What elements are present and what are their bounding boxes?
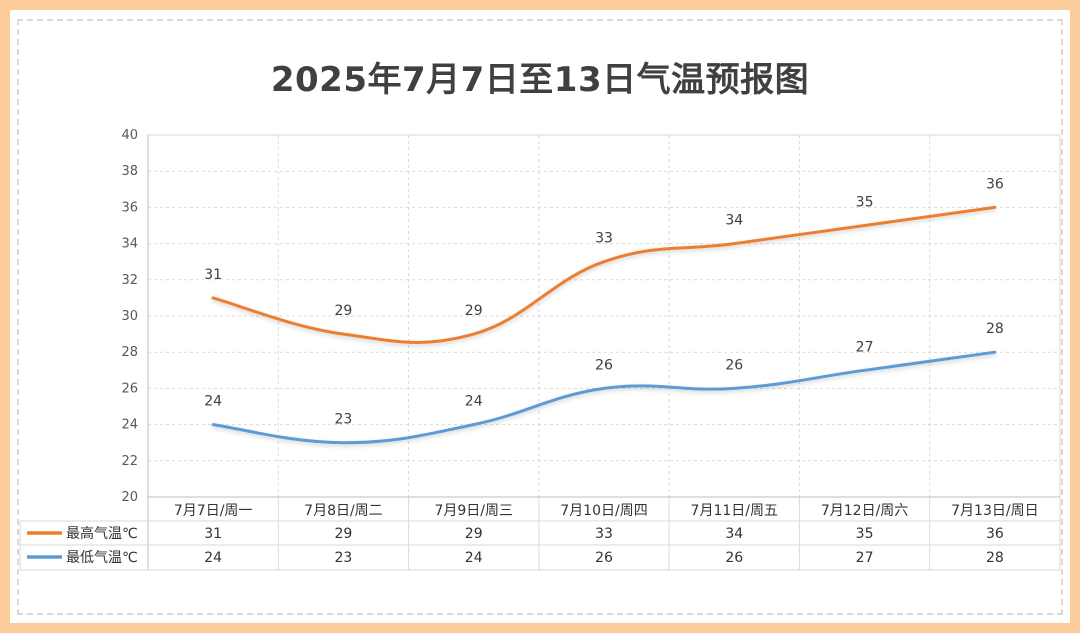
y-tick-label: 38 — [121, 164, 138, 179]
data-label: 28 — [986, 321, 1004, 337]
data-labels: 31 29 29 33 34 35 36 24 23 24 26 26 27 28 — [204, 176, 1004, 427]
y-tick-label: 20 — [121, 490, 138, 505]
table-cell: 35 — [856, 526, 874, 542]
table-cell: 24 — [204, 550, 222, 566]
series-line-low — [211, 350, 997, 445]
table-cell: 28 — [986, 550, 1004, 566]
table-cell: 23 — [335, 550, 353, 566]
data-label: 31 — [204, 267, 222, 283]
data-table: 7月7日/周一 7月8日/周二 7月9日/周三 7月10日/周四 7月11日/周五 7月1… — [19, 496, 1060, 571]
data-label: 36 — [986, 176, 1004, 192]
table-cell: 36 — [986, 526, 1004, 542]
data-label: 29 — [335, 303, 353, 319]
table-cell: 29 — [465, 526, 483, 542]
y-tick-label: 24 — [121, 418, 138, 433]
x-tick-label: 7月9日/周三 — [434, 503, 513, 519]
x-tick-label: 7月7日/周一 — [174, 503, 253, 519]
legend-label: 最高气温℃ — [66, 525, 138, 542]
legend-label: 最低气温℃ — [66, 550, 138, 566]
y-tick-label: 36 — [121, 200, 138, 215]
series-line-high — [211, 205, 997, 344]
x-tick-label: 7月11日/周五 — [691, 503, 778, 519]
data-label: 34 — [725, 213, 743, 229]
data-label: 33 — [595, 231, 613, 247]
y-axis-ticks: 20 22 24 26 28 30 32 34 36 38 40 — [121, 128, 138, 505]
y-tick-label: 34 — [121, 237, 138, 252]
y-tick-label: 40 — [121, 128, 138, 143]
x-tick-label: 7月10日/周四 — [560, 503, 647, 519]
table-cell: 26 — [725, 550, 743, 566]
table-cell: 27 — [856, 550, 874, 566]
data-label: 26 — [725, 357, 743, 373]
data-label: 27 — [856, 339, 874, 355]
y-tick-label: 32 — [121, 273, 138, 288]
table-cell: 29 — [335, 526, 353, 542]
data-label: 35 — [856, 195, 874, 211]
grid-lines — [147, 134, 1061, 570]
table-cell: 26 — [595, 550, 613, 566]
data-label: 29 — [465, 303, 483, 319]
y-tick-label: 22 — [121, 454, 138, 469]
data-label: 26 — [595, 357, 613, 373]
series-lines — [211, 205, 997, 445]
table-cell: 33 — [595, 526, 613, 542]
y-tick-label: 26 — [121, 381, 138, 396]
chart-title: 2025年7月7日至13日气温预报图 — [270, 60, 810, 100]
table-cell: 24 — [465, 550, 483, 566]
data-label: 24 — [204, 394, 222, 410]
x-tick-label: 7月13日/周日 — [951, 503, 1038, 519]
data-label: 24 — [465, 394, 483, 410]
x-tick-label: 7月12日/周六 — [821, 503, 908, 519]
x-tick-label: 7月8日/周二 — [304, 503, 383, 519]
table-cell: 34 — [725, 526, 743, 542]
data-label: 23 — [335, 412, 353, 428]
y-tick-label: 30 — [121, 309, 138, 324]
table-cell: 31 — [204, 526, 222, 542]
y-tick-label: 28 — [121, 345, 138, 360]
chart-area-border — [17, 19, 1063, 615]
